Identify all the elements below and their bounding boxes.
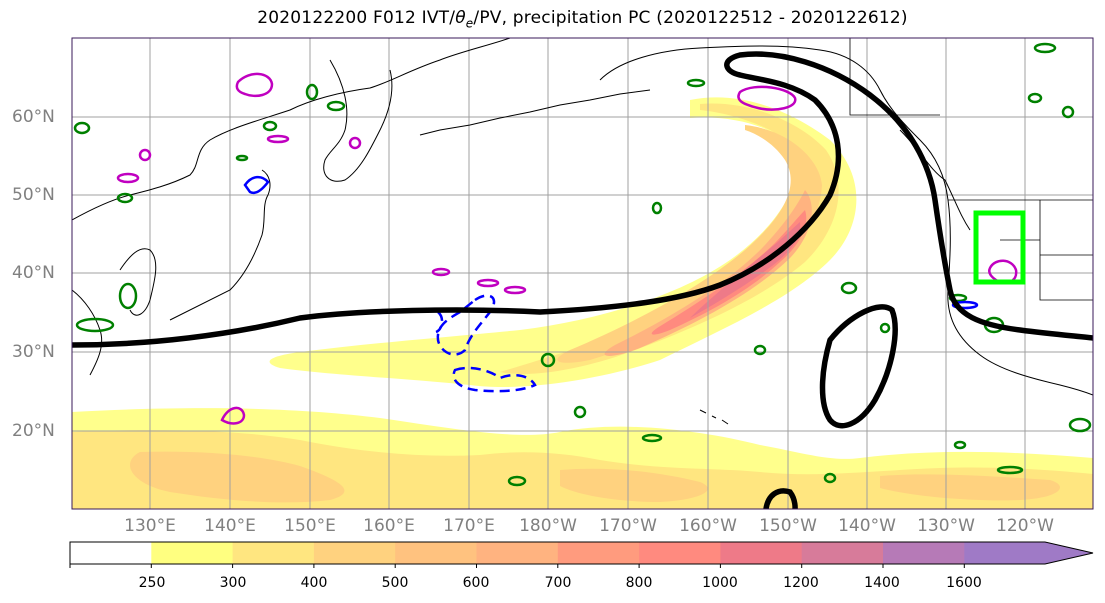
blue-dashed-contours <box>435 294 537 393</box>
title-theta: θ <box>455 8 466 28</box>
coast-kamchatka <box>323 59 393 182</box>
coastlines <box>72 38 1093 425</box>
lon-label-140e: 140°E <box>204 516 256 536</box>
pv-contour-2 <box>220 406 246 425</box>
lon-label-160w: 160°W <box>679 516 737 536</box>
lat-label-50n: 50°N <box>12 185 55 205</box>
pv-contours <box>116 72 1018 425</box>
coast-hawaii <box>699 409 729 425</box>
ivt-tropical-band-400b <box>560 468 708 502</box>
coast-japan <box>169 169 271 321</box>
dashed-contour-2 <box>452 366 537 393</box>
colorbar-label-250: 250 <box>138 575 166 591</box>
political-borders <box>849 38 1093 301</box>
lon-label-130w: 130°W <box>917 516 975 536</box>
thick-contour-loop <box>819 304 898 429</box>
colorbar-label-400: 400 <box>300 575 328 591</box>
colorbar-label-300: 300 <box>219 575 247 591</box>
colorbar-label-600: 600 <box>462 575 490 591</box>
colorbar-label-1000: 1000 <box>702 575 738 591</box>
blue-solid-contours <box>243 175 979 310</box>
ivt-band-1000 <box>690 222 801 318</box>
lon-label-150e: 150°E <box>284 516 336 536</box>
graticule <box>72 38 1093 509</box>
ivt-tropical-band-400 <box>130 451 345 503</box>
ivt-band-800 <box>651 210 807 335</box>
lat-label-20n: 20°N <box>12 421 55 441</box>
colorbar-label-1400: 1400 <box>864 575 900 591</box>
colorbar-label-800: 800 <box>625 575 653 591</box>
lat-label-40n: 40°N <box>12 263 55 283</box>
colorbar-label-500: 500 <box>381 575 409 591</box>
lon-label-130e: 130°E <box>124 516 176 536</box>
chart-title: 2020122200 F012 IVT/θe/PV, precipitation… <box>0 8 1105 30</box>
map-content <box>72 38 1093 509</box>
dashed-contour-3 <box>435 311 444 334</box>
colorbar-label-1200: 1200 <box>783 575 819 591</box>
lon-label-170e: 170°E <box>443 516 495 536</box>
dashed-contour-1 <box>436 294 496 356</box>
colorbar-label-1600: 1600 <box>946 575 982 591</box>
title-suffix: /PV, precipitation PC (2020122512 - 2020… <box>473 8 908 28</box>
lon-label-170w: 170°W <box>599 516 657 536</box>
ivt-shading <box>72 97 1093 509</box>
lon-label-140w: 140°W <box>838 516 896 536</box>
title-theta-subscript: e <box>465 16 474 31</box>
lon-label-160e: 160°E <box>363 516 415 536</box>
thick-black-contours <box>72 51 1093 509</box>
lat-label-30n: 30°N <box>12 342 55 362</box>
thick-contour-bottom <box>763 488 798 509</box>
coast-korea <box>119 248 157 316</box>
coast-asia <box>72 38 511 221</box>
title-prefix: 2020122200 F012 IVT/ <box>257 8 456 28</box>
target-region-box <box>973 210 1026 285</box>
coast-aleutians <box>419 89 651 136</box>
pv-contour-3 <box>737 85 797 111</box>
lon-label-180w: 180°W <box>519 516 577 536</box>
pv-contour-1 <box>235 72 274 98</box>
thick-contour-main <box>72 51 1093 348</box>
map-frame <box>71 37 1094 510</box>
lat-label-60n: 60°N <box>12 107 55 127</box>
ivt-tropical-band-400c <box>880 474 1060 501</box>
lon-label-120w: 120°W <box>996 516 1054 536</box>
coast-alaska <box>599 45 1093 396</box>
lon-label-150w: 150°W <box>759 516 817 536</box>
colorbar-label-700: 700 <box>544 575 572 591</box>
